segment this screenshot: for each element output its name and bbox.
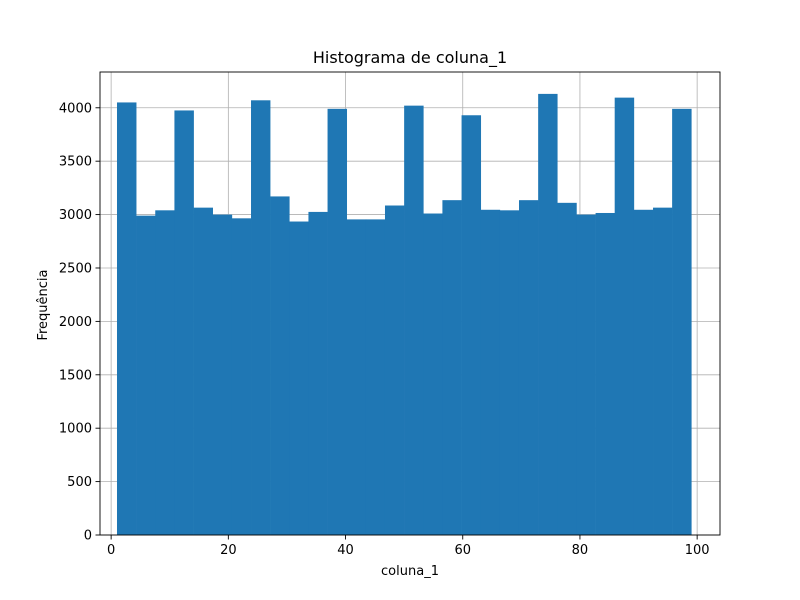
histogram-bar-9 (289, 221, 309, 535)
histogram-bar-17 (442, 200, 462, 536)
histogram-bar-14 (384, 205, 405, 535)
histogram-bar-11 (327, 108, 348, 535)
x-tick-label-1: 20 (220, 543, 237, 558)
x-tick-label-3: 60 (454, 543, 471, 558)
axes-frame (99, 71, 721, 536)
histogram-bar-21 (518, 200, 539, 536)
x-tick-label-4: 80 (572, 543, 589, 558)
histogram-bar-12 (346, 219, 367, 536)
histogram-bar-4 (193, 207, 213, 535)
y-tick-label-8: 4000 (59, 101, 92, 116)
x-tick-label-2: 40 (337, 543, 354, 558)
histogram-bar-1 (136, 215, 156, 535)
histogram-bar-28 (653, 207, 673, 535)
histogram-bar-8 (270, 196, 290, 535)
x-axis-label: coluna_1 (381, 564, 439, 579)
y-tick-label-2: 1000 (59, 422, 92, 437)
histogram-bar-27 (633, 209, 654, 535)
x-tick-label-5: 100 (685, 543, 710, 558)
y-tick-label-7: 3500 (59, 155, 92, 170)
histogram-bar-0 (116, 102, 137, 535)
y-tick-label-3: 1500 (59, 368, 92, 383)
histogram-bar-13 (365, 219, 386, 536)
y-tick-label-0: 0 (84, 529, 92, 544)
histogram-bar-6 (231, 218, 252, 536)
x-tick-label-0: 0 (107, 543, 115, 558)
histogram-bar-3 (174, 110, 194, 535)
histogram-bar-15 (404, 105, 424, 535)
histogram-bar-19 (480, 209, 501, 535)
histogram-bar-7 (251, 100, 271, 535)
histogram-bar-24 (576, 214, 596, 535)
histogram-bar-5 (212, 214, 233, 535)
histogram-bar-18 (461, 115, 482, 536)
histogram-bar-25 (595, 212, 615, 535)
histogram-bar-22 (538, 93, 558, 535)
histogram-bar-10 (308, 211, 328, 535)
histogram-bar-20 (499, 210, 520, 536)
y-tick-label-1: 500 (67, 475, 92, 490)
histogram-bar-23 (557, 202, 577, 535)
histogram-bar-2 (155, 210, 175, 536)
y-axis-label: Frequência (36, 269, 51, 340)
histogram-bar-16 (423, 213, 443, 535)
histogram-bar-26 (614, 97, 635, 536)
y-tick-label-5: 2500 (59, 261, 92, 276)
chart-title: Histograma de coluna_1 (313, 48, 507, 68)
y-tick-label-6: 3000 (59, 208, 92, 223)
histogram-bar-29 (672, 108, 692, 535)
y-tick-label-4: 2000 (59, 315, 92, 330)
plot-area: 0 20 40 60 80 1000500100015002000250030003500… (59, 71, 721, 558)
